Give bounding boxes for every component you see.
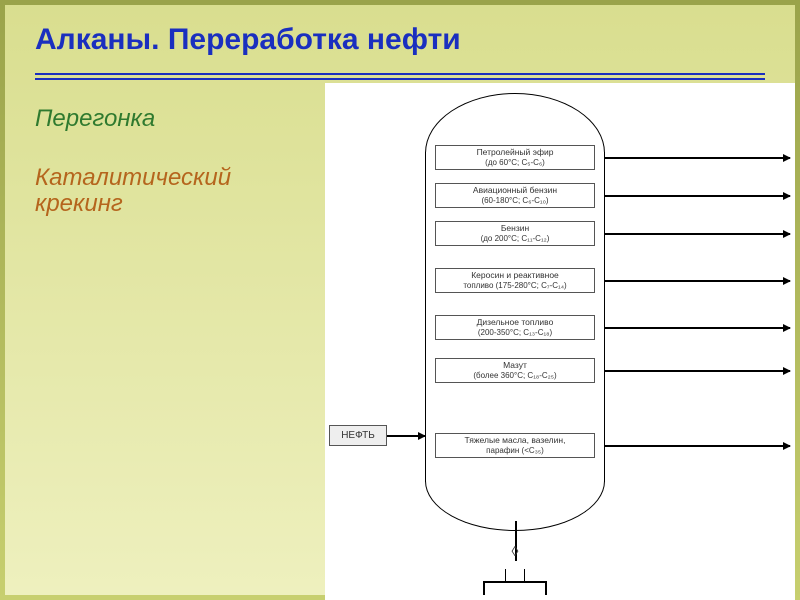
fraction-line1: Мазут (439, 361, 591, 371)
fraction-line2: (60-180°С; C₆-C₁₀) (439, 196, 591, 205)
flame-icon: ◊ (512, 543, 519, 559)
output-arrow-0 (605, 157, 790, 159)
fraction-box-1: Авиационный бензин(60-180°С; C₆-C₁₀) (435, 183, 595, 208)
fraction-line2: (200-350°С; C₁₃-C₁₈) (439, 328, 591, 337)
fraction-box-3: Керосин и реактивноетопливо (175-280°С; … (435, 268, 595, 293)
feed-arrow (387, 435, 425, 437)
burner-stand-right (545, 581, 547, 595)
fraction-line2: топливо (175-280°С; C₇-C₁₄) (439, 281, 591, 290)
fraction-line1: Бензин (439, 224, 591, 234)
fraction-line1: Дизельное топливо (439, 318, 591, 328)
title-divider (35, 73, 765, 79)
fraction-line1: Тяжелые масла, вазелин, (439, 436, 591, 446)
burner-base (483, 581, 547, 583)
output-arrow-6 (605, 445, 790, 447)
column-top-cap (425, 93, 605, 153)
subtitle-cracking: Каталитический крекинг (35, 165, 231, 218)
slide-area: Алканы. Переработка нефти Перегонка Ката… (5, 5, 795, 595)
fraction-line2: (более 360°С; C₁₈-C₂₅) (439, 371, 591, 380)
fraction-line2: парафин (<C₃₅) (439, 446, 591, 455)
fraction-line1: Авиационный бензин (439, 186, 591, 196)
fraction-line1: Керосин и реактивное (439, 271, 591, 281)
fraction-box-2: Бензин(до 200°С; C₁₁-C₁₂) (435, 221, 595, 246)
fraction-box-0: Петролейный эфир(до 60°С; C₅-C₆) (435, 145, 595, 170)
output-arrow-2 (605, 233, 790, 235)
distillation-diagram: Петролейный эфир(до 60°С; C₅-C₆) Авиацион… (325, 83, 795, 600)
subtitle-cracking-line2: крекинг (35, 190, 123, 217)
burner-stand-left (483, 581, 485, 595)
fraction-line2: (до 60°С; C₅-C₆) (439, 158, 591, 167)
output-arrow-3 (605, 280, 790, 282)
output-arrow-5 (605, 370, 790, 372)
fraction-line2: (до 200°С; C₁₁-C₁₂) (439, 234, 591, 243)
subtitle-cracking-line1: Каталитический (35, 164, 231, 191)
page-title: Алканы. Переработка нефти (35, 23, 461, 57)
fraction-line1: Петролейный эфир (439, 148, 591, 158)
subtitle-distillation: Перегонка (35, 105, 155, 133)
fraction-box-6: Тяжелые масла, вазелин,парафин (<C₃₅) (435, 433, 595, 458)
feed-label-box: НЕФТЬ (329, 425, 387, 446)
output-arrow-1 (605, 195, 790, 197)
distillation-column: Петролейный эфир(до 60°С; C₅-C₆) Авиацион… (425, 93, 605, 533)
fraction-box-4: Дизельное топливо(200-350°С; C₁₃-C₁₈) (435, 315, 595, 340)
fraction-box-5: Мазут(более 360°С; C₁₈-C₂₅) (435, 358, 595, 383)
output-arrow-4 (605, 327, 790, 329)
burner-top (505, 569, 525, 581)
